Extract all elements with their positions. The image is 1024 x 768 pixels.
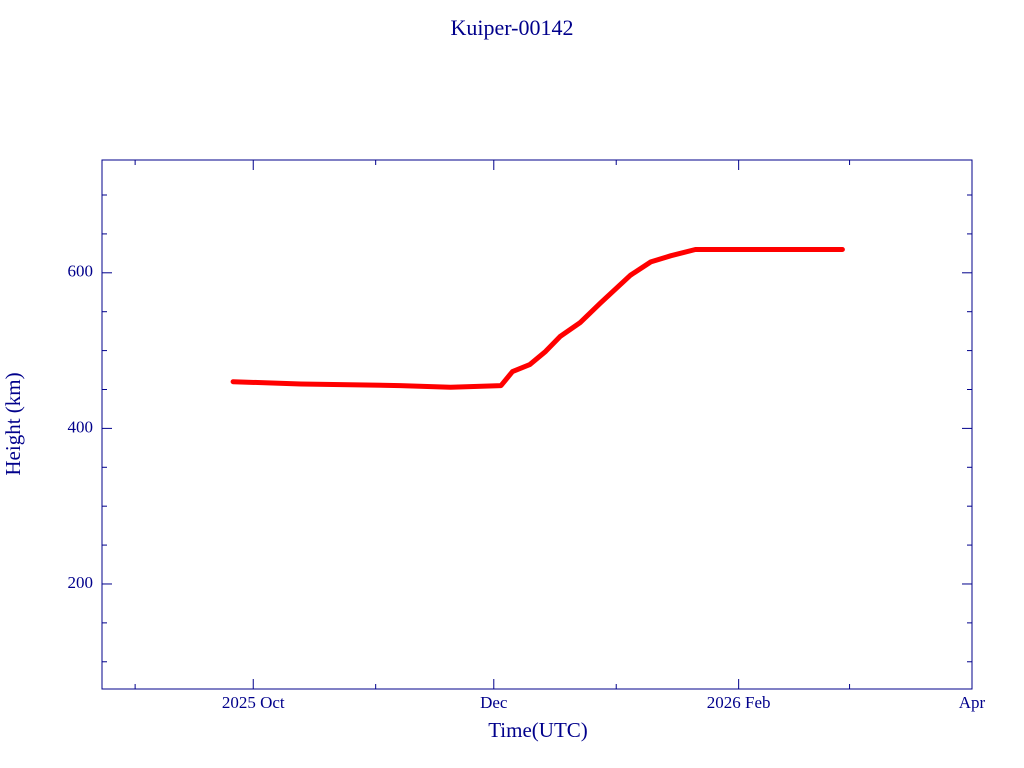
- x-tick-label: Apr: [959, 693, 986, 712]
- x-axis-label: Time(UTC): [488, 718, 588, 742]
- x-tick-label: Dec: [480, 693, 508, 712]
- x-tick-label: 2026 Feb: [707, 693, 771, 712]
- y-tick-label: 200: [68, 573, 94, 592]
- data-line: [230, 247, 845, 390]
- y-tick-label: 400: [68, 417, 94, 436]
- y-axis-label: Height (km): [1, 372, 25, 475]
- plot-frame: [101, 159, 973, 690]
- x-tick-label: 2025 Oct: [222, 693, 285, 712]
- chart-title: Kuiper-00142: [451, 15, 574, 40]
- y-tick-label: 600: [68, 262, 94, 281]
